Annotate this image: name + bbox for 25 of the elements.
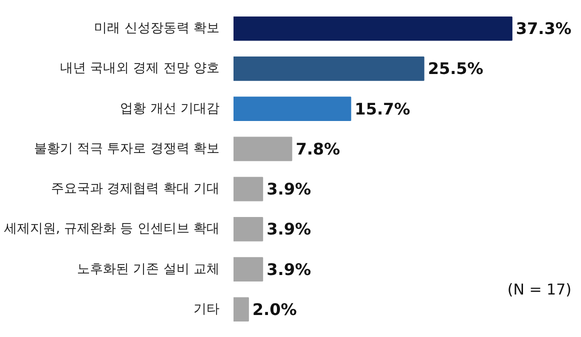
bar (234, 136, 292, 162)
y-tick-label: 노후화된 기존 설비 교체 (77, 262, 220, 277)
bar (234, 96, 352, 121)
bar (234, 257, 264, 282)
y-tick-label: 불황기 적극 투자로 경쟁력 확보 (34, 141, 220, 156)
data-label: 3.9% (266, 180, 311, 199)
bar (234, 176, 264, 202)
y-tick-label: 미래 신성장동력 확보 (94, 21, 220, 36)
y-tick-label: 세제지원, 규제완화 등 인센티브 확대 (4, 222, 220, 237)
data-label: 3.9% (266, 260, 311, 279)
bar (234, 297, 249, 322)
data-label: 37.3% (516, 19, 572, 38)
data-label: 7.8% (296, 139, 340, 158)
bar (234, 217, 264, 242)
data-label: 15.7% (354, 99, 410, 118)
bar (234, 56, 424, 81)
data-label: 3.9% (266, 220, 311, 239)
y-tick-label: 기타 (194, 302, 220, 317)
bar (234, 16, 512, 41)
data-label: 2.0% (252, 300, 297, 319)
y-tick-label: 주요국과 경제협력 확대 기대 (51, 182, 220, 197)
annotation: (N = 17) (507, 280, 572, 298)
y-tick-label: 업황 개선 기대감 (120, 101, 220, 116)
y-tick-label: 내년 국내외 경제 전망 양호 (60, 61, 220, 76)
data-label: 25.5% (428, 59, 484, 78)
